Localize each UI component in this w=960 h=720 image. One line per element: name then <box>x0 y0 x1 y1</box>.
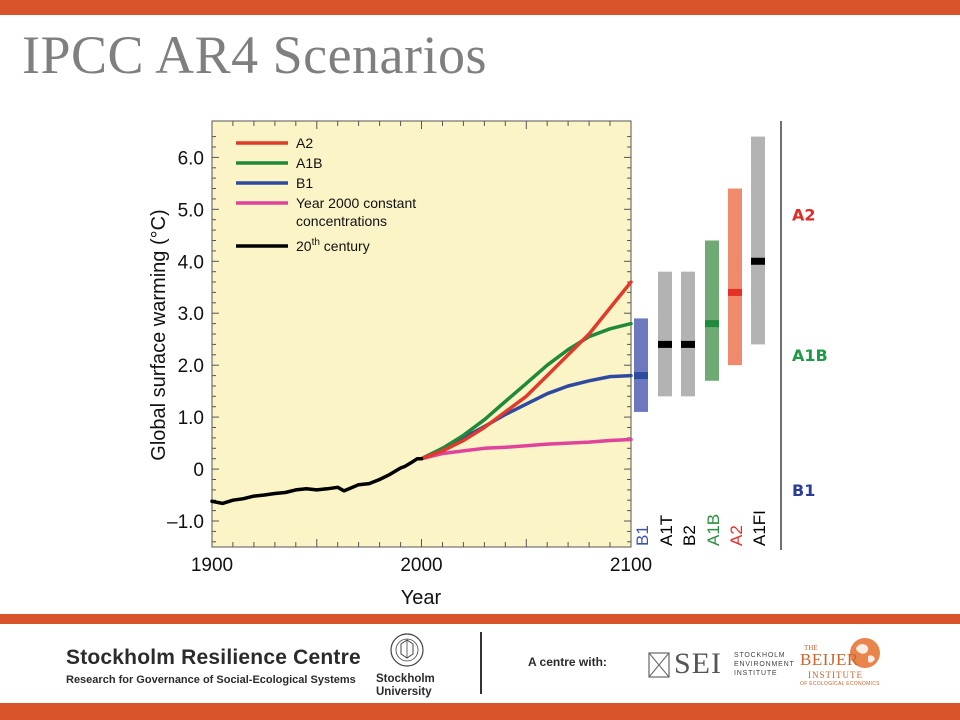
best-estimate-a1b <box>705 320 719 328</box>
footer-divider-bar <box>0 614 960 624</box>
src-name: Stockholm Resilience Centre <box>66 646 361 669</box>
range-bar-a1b <box>705 240 719 381</box>
range-label-b2: B2 <box>680 525 699 546</box>
legend-label-const: concentrations <box>296 213 387 229</box>
top-accent-bar <box>0 0 960 15</box>
beijer-globe-icon <box>850 638 880 668</box>
best-estimate-b2 <box>681 340 695 348</box>
stockholm-university-logo: Stockholm University <box>372 632 442 698</box>
x-tick-label: 1900 <box>191 555 233 576</box>
range-bar-b1 <box>634 318 648 412</box>
side-label-b1: B1 <box>792 481 815 500</box>
sei-line3: INSTITUTE <box>734 669 778 677</box>
sei-line2: ENVIRONMENT <box>734 660 795 668</box>
sei-letters: SEI <box>674 647 722 680</box>
stockholm-resilience-centre-logo: Stockholm Resilience Centre Research for… <box>66 646 361 686</box>
range-bar-a1t <box>658 271 672 397</box>
su-name-line2: University <box>376 685 432 698</box>
legend-label-a1b: A1B <box>296 155 322 171</box>
su-name-line1: Stockholm <box>376 673 435 685</box>
bottom-accent-bar <box>0 703 960 720</box>
series-line-a1b <box>419 321 633 461</box>
x-tick-label: 2000 <box>400 555 442 576</box>
sei-full-name: STOCKHOLM ENVIRONMENT INSTITUTE <box>734 652 814 678</box>
y-tick-label: 2.0 <box>178 356 204 377</box>
series-line-20c <box>210 456 424 506</box>
range-label-a2: A2 <box>727 525 746 546</box>
y-tick-label: 3.0 <box>178 304 204 325</box>
x-axis-label: Year <box>401 587 442 609</box>
plot-area <box>211 120 632 548</box>
legend-label-a2: A2 <box>296 135 313 151</box>
best-estimate-b1 <box>634 372 648 380</box>
slide-title: IPCC AR4 Scenarios <box>22 25 488 85</box>
su-name: Stockholm University <box>376 673 442 698</box>
side-label-a1b: A1B <box>792 346 828 365</box>
series-line-a2 <box>419 280 633 461</box>
y-tick-label: –1.0 <box>167 512 204 533</box>
beijer-name: BEIJER <box>800 650 859 669</box>
y-tick-label: 6.0 <box>178 148 204 169</box>
beijer-institute-logo: THE BEIJER INSTITUTE OF ECOLOGICAL ECONO… <box>796 634 886 688</box>
beijer-eco-text: OF ECOLOGICAL ECONOMICS <box>800 681 880 687</box>
src-subtitle: Research for Governance of Social-Ecolog… <box>66 674 356 686</box>
range-label-a1b: A1B <box>704 514 723 546</box>
range-label-a1t: A1T <box>657 515 676 546</box>
range-label-b1: B1 <box>633 525 652 546</box>
range-bar-a2 <box>728 188 742 366</box>
best-estimate-a2 <box>728 288 742 296</box>
footer-vertical-divider <box>480 632 482 694</box>
range-bar-b2 <box>681 271 695 397</box>
beijer-the: THE <box>804 644 818 652</box>
sei-mark-icon <box>648 652 670 678</box>
best-estimate-a1t <box>658 340 672 348</box>
range-label-a1fi: A1FI <box>750 510 769 546</box>
y-tick-label: 4.0 <box>178 252 204 273</box>
range-bar-a1fi <box>751 136 765 345</box>
centre-with-label: A centre with: <box>528 655 607 669</box>
y-tick-label: 5.0 <box>178 200 204 221</box>
legend-label-b1: B1 <box>296 175 313 191</box>
y-axis-label: Global surface warming (°C) <box>148 209 170 460</box>
sei-line1: STOCKHOLM <box>734 652 786 659</box>
su-crest-icon <box>390 633 424 667</box>
best-estimate-a1fi <box>751 257 765 265</box>
side-label-a2: A2 <box>792 206 816 225</box>
series-line-const <box>419 437 633 461</box>
x-tick-label: 2100 <box>610 555 652 576</box>
warming-scenarios-chart: 6.0 5.0 4.0 3.0 2.0 1.0 0 –1.0 1900 2000 2100 Year G… <box>148 120 828 609</box>
y-tick-label: 1.0 <box>178 408 204 429</box>
y-tick-label: 0 <box>193 460 204 481</box>
legend-label-20c: 20th century <box>296 237 370 254</box>
beijer-institute-word: INSTITUTE <box>808 670 863 680</box>
legend-label-const: Year 2000 constant <box>296 195 416 211</box>
